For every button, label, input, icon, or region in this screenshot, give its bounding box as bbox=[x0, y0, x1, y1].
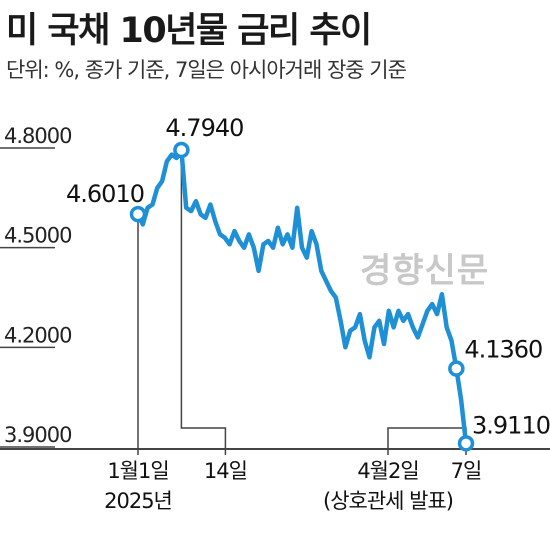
x-axis-label: (상호관세 발표) bbox=[323, 489, 453, 513]
y-tick-label: 4.5000 bbox=[4, 224, 71, 248]
point-markers bbox=[129, 141, 475, 452]
data-label: 3.9110 bbox=[472, 411, 550, 439]
point-marker bbox=[173, 141, 190, 159]
leader-apr2 bbox=[387, 427, 467, 449]
leader-14 bbox=[180, 149, 227, 449]
chart-title: 미 국채 10년물 금리 추이 bbox=[6, 11, 372, 51]
x-axis-label: 2025년 bbox=[104, 489, 172, 513]
data-label: 4.6010 bbox=[66, 180, 144, 208]
point-marker bbox=[129, 205, 147, 223]
x-axis-ticks bbox=[137, 449, 467, 455]
data-label: 4.7940 bbox=[165, 114, 243, 142]
chart-subtitle: 단위: %, 종가 기준, 7일은 아시아거래 장중 기준 bbox=[6, 58, 407, 82]
x-axis-label: 7일 bbox=[451, 459, 482, 483]
y-tick-label: 3.9000 bbox=[4, 423, 71, 447]
point-marker bbox=[457, 435, 475, 452]
watermark: 경향신문 bbox=[360, 251, 489, 291]
data-labels: 4.6010 4.7940 4.1360 3.9110 bbox=[66, 114, 550, 439]
x-axis-label: 4월2일 bbox=[357, 459, 418, 483]
data-label: 4.1360 bbox=[464, 336, 542, 364]
y-tick-label: 4.8000 bbox=[4, 124, 71, 148]
x-axis-label: 14일 bbox=[204, 459, 247, 483]
y-axis: 4.8000 4.5000 4.2000 3.9000 bbox=[0, 124, 72, 448]
point-marker bbox=[448, 360, 465, 377]
y-tick-label: 4.2000 bbox=[4, 323, 71, 347]
series-line bbox=[135, 147, 469, 446]
x-axis-label: 1월1일 bbox=[107, 459, 168, 483]
x-axis-labels: 1월1일 2025년 14일 4월2일 (상호관세 발표) 7일 bbox=[104, 459, 482, 513]
